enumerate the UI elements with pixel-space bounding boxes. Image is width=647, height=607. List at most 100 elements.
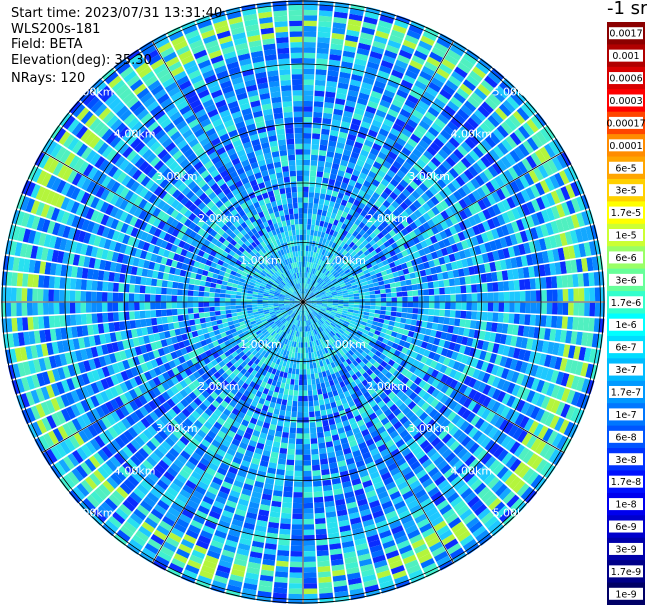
gate-cell (292, 268, 296, 274)
gate-cell (49, 483, 63, 499)
gate-cell (226, 286, 232, 291)
gate-cell (372, 321, 379, 326)
gate-cell (272, 441, 281, 448)
gate-cell (19, 445, 31, 461)
gate-cell (252, 429, 261, 438)
gate-cell (305, 303, 310, 308)
gate-cell (393, 453, 404, 462)
gate-cell (342, 306, 349, 310)
gate-cell (280, 261, 285, 267)
gate-cell (153, 408, 164, 419)
gate-cell (162, 272, 170, 281)
gate-cell (361, 428, 370, 437)
gate-cell (119, 525, 134, 538)
gate-cell (229, 365, 237, 373)
gate-cell (567, 316, 574, 330)
gate-cell (492, 462, 505, 476)
gate-cell (299, 310, 302, 316)
gate-cell (265, 371, 272, 378)
gate-cell (402, 519, 416, 530)
gate-cell (282, 332, 287, 338)
gate-cell (200, 476, 212, 486)
gate-cell (252, 166, 261, 175)
gate-cell (554, 417, 565, 432)
gate-cell (119, 187, 130, 199)
gate-cell (350, 444, 360, 453)
gate-cell (331, 308, 338, 311)
gate-cell (94, 103, 108, 117)
gate-cell (322, 315, 328, 320)
gate-cell (328, 332, 334, 338)
gate-cell (246, 274, 253, 279)
gate-cell (428, 408, 439, 419)
gate-cell (227, 278, 234, 283)
gate-cell (297, 304, 302, 309)
gate-cell (217, 338, 224, 345)
gate-cell (215, 200, 224, 208)
gate-cell (231, 518, 244, 528)
gate-cell (263, 197, 271, 205)
gate-cell (309, 307, 314, 312)
gate-cell (118, 142, 130, 155)
gate-cell (282, 248, 288, 255)
gate-cell (168, 61, 182, 72)
gate-cell (218, 327, 226, 334)
gate-cell (199, 24, 214, 34)
gate-cell (236, 311, 243, 316)
gate-cell (228, 250, 236, 257)
gate-cell (186, 427, 197, 438)
gate-cell (344, 424, 352, 433)
gate-cell (436, 499, 449, 511)
gate-cell (93, 531, 109, 546)
gate-cell (357, 338, 364, 345)
gate-cell (147, 538, 162, 550)
gate-cell (260, 316, 266, 321)
gate-cell (200, 94, 212, 104)
gate-cell (457, 363, 466, 373)
gate-cell (148, 225, 157, 235)
gate-cell (308, 352, 312, 359)
gate-cell (326, 386, 332, 393)
gate-cell (272, 345, 278, 351)
gate-cell (62, 456, 75, 470)
gate-cell (161, 577, 177, 589)
gate-cell (197, 481, 209, 491)
gate-cell (279, 268, 284, 274)
gate-cell (373, 343, 380, 351)
gate-cell (284, 306, 291, 309)
gate-cell (197, 347, 205, 355)
gate-cell (207, 486, 219, 496)
gate-cell (157, 348, 166, 357)
gate-cell (105, 459, 118, 472)
gate-cell (44, 262, 52, 275)
gate-cell (173, 415, 184, 425)
gate-cell (243, 390, 251, 398)
gate-cell (306, 320, 308, 327)
gate-cell (192, 388, 202, 397)
gate-cell (204, 555, 219, 565)
gate-cell (41, 219, 51, 233)
gate-cell (197, 151, 208, 161)
gate-cell (270, 276, 276, 282)
gate-cell (230, 134, 241, 143)
gate-cell (385, 439, 395, 449)
gate-cell (129, 79, 144, 92)
gate-cell (106, 413, 116, 426)
gate-cell (207, 326, 214, 333)
gate-cell (546, 383, 556, 397)
gate-cell (411, 509, 425, 520)
gate-cell (189, 365, 197, 374)
gate-cell (298, 342, 301, 348)
gate-cell (391, 525, 404, 535)
gate-cell (124, 201, 134, 213)
gate-cell (239, 154, 248, 163)
gate-cell (230, 294, 237, 299)
gate-cell (104, 497, 118, 511)
gate-cell (498, 487, 512, 501)
gate-cell (224, 434, 234, 443)
gate-cell (359, 324, 366, 330)
gate-cell (80, 128, 93, 143)
gate-cell (71, 376, 80, 389)
gate-cell (265, 202, 272, 210)
gate-cell (186, 359, 194, 368)
